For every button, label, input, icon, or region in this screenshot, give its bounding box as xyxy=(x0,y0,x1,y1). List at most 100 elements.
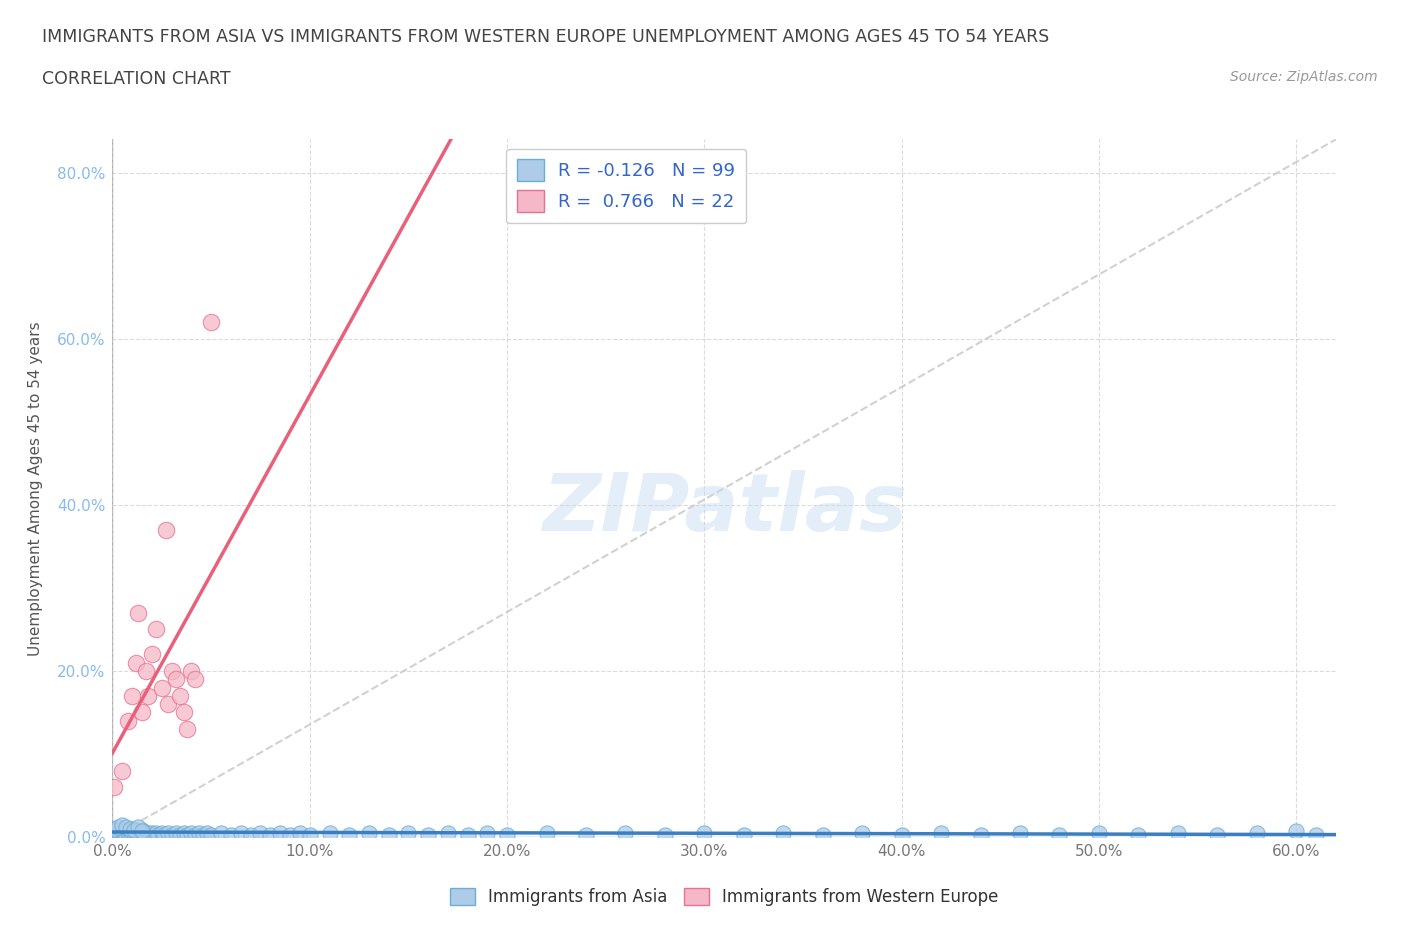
Text: IMMIGRANTS FROM ASIA VS IMMIGRANTS FROM WESTERN EUROPE UNEMPLOYMENT AMONG AGES 4: IMMIGRANTS FROM ASIA VS IMMIGRANTS FROM … xyxy=(42,28,1049,46)
Point xyxy=(160,663,183,678)
Point xyxy=(111,826,134,841)
Point xyxy=(115,826,138,841)
Point xyxy=(193,827,215,842)
Point xyxy=(117,823,139,838)
Point xyxy=(278,827,301,842)
Point xyxy=(139,827,162,842)
Point xyxy=(200,314,222,329)
Point xyxy=(929,826,952,841)
Point xyxy=(111,817,134,832)
Point xyxy=(219,827,242,842)
Point xyxy=(141,826,163,841)
Point xyxy=(693,826,716,841)
Point xyxy=(150,826,173,841)
Point xyxy=(209,826,232,841)
Point xyxy=(851,826,873,841)
Point xyxy=(121,827,143,842)
Point xyxy=(150,680,173,695)
Point xyxy=(259,827,281,842)
Point xyxy=(160,827,183,842)
Point xyxy=(457,827,479,842)
Point xyxy=(188,826,211,841)
Point xyxy=(269,826,291,841)
Point xyxy=(110,827,132,842)
Point xyxy=(396,826,419,841)
Point xyxy=(135,663,157,678)
Point xyxy=(890,827,912,842)
Point xyxy=(131,705,153,720)
Point xyxy=(111,823,134,838)
Point xyxy=(156,697,179,711)
Point xyxy=(125,655,148,670)
Point xyxy=(103,779,125,794)
Point xyxy=(127,819,149,834)
Point xyxy=(477,826,499,841)
Text: Source: ZipAtlas.com: Source: ZipAtlas.com xyxy=(1230,70,1378,84)
Point xyxy=(131,824,153,839)
Point xyxy=(145,622,167,637)
Point xyxy=(117,713,139,728)
Point xyxy=(1285,824,1308,839)
Point xyxy=(1167,826,1189,841)
Point xyxy=(156,826,179,841)
Point xyxy=(377,827,399,842)
Point xyxy=(155,523,177,538)
Y-axis label: Unemployment Among Ages 45 to 54 years: Unemployment Among Ages 45 to 54 years xyxy=(28,321,44,656)
Point xyxy=(141,647,163,662)
Point xyxy=(107,823,129,838)
Point xyxy=(772,826,794,841)
Point xyxy=(125,826,148,841)
Point xyxy=(105,823,128,838)
Point xyxy=(357,826,380,841)
Point xyxy=(1088,826,1111,841)
Point xyxy=(122,827,145,842)
Point xyxy=(132,826,155,841)
Point xyxy=(131,827,153,842)
Point xyxy=(136,826,159,841)
Point xyxy=(1049,827,1071,842)
Text: CORRELATION CHART: CORRELATION CHART xyxy=(42,70,231,87)
Point xyxy=(135,827,157,842)
Point xyxy=(176,827,198,842)
Point xyxy=(418,827,440,842)
Point xyxy=(575,827,598,842)
Point xyxy=(129,826,152,841)
Point xyxy=(122,826,145,841)
Point xyxy=(180,826,202,841)
Point xyxy=(1305,827,1327,842)
Point xyxy=(103,826,125,841)
Point xyxy=(121,688,143,703)
Point xyxy=(288,826,311,841)
Point xyxy=(107,819,129,834)
Point xyxy=(239,827,262,842)
Point xyxy=(107,827,129,842)
Point xyxy=(195,826,218,841)
Point xyxy=(1128,827,1150,842)
Point xyxy=(536,826,558,841)
Point xyxy=(120,821,142,836)
Point xyxy=(112,827,135,842)
Legend: Immigrants from Asia, Immigrants from Western Europe: Immigrants from Asia, Immigrants from We… xyxy=(443,881,1005,912)
Point xyxy=(122,823,145,838)
Point xyxy=(165,671,187,686)
Point xyxy=(169,827,191,842)
Point xyxy=(169,688,191,703)
Point xyxy=(1246,826,1268,841)
Point xyxy=(173,826,195,841)
Point xyxy=(131,823,153,838)
Point xyxy=(1206,827,1229,842)
Point xyxy=(165,826,187,841)
Point xyxy=(115,827,138,842)
Point xyxy=(111,764,134,778)
Point xyxy=(110,826,132,841)
Point xyxy=(184,827,207,842)
Point xyxy=(142,827,165,842)
Point xyxy=(318,826,340,841)
Point xyxy=(184,671,207,686)
Point xyxy=(229,826,252,841)
Point xyxy=(180,663,202,678)
Point xyxy=(614,826,637,841)
Point xyxy=(127,605,149,620)
Point xyxy=(115,819,138,834)
Point xyxy=(969,827,991,842)
